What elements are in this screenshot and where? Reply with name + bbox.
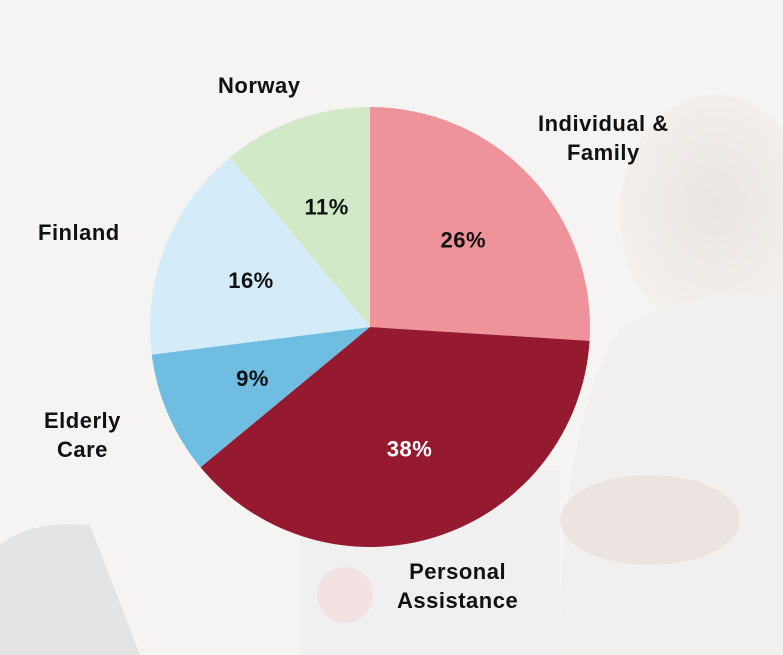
pie-slice-elderly-care xyxy=(151,327,370,468)
pie-value-label-individual-family: 26% xyxy=(441,227,487,252)
label-individual-line1: Individual & xyxy=(538,111,669,136)
label-personal-assistance: Personal Assistance xyxy=(397,557,518,615)
label-individual-family: Individual & Family xyxy=(538,109,669,167)
pie-value-label-elderly-care: 9% xyxy=(236,366,269,391)
pie-slice-norway xyxy=(229,107,370,327)
person-hand xyxy=(560,475,740,565)
laptop-logo xyxy=(317,567,373,623)
pie-value-labels: 26% 38% 9% 16% 11% xyxy=(228,195,487,462)
label-personal-line2: Assistance xyxy=(397,588,519,613)
label-elderly-line2: Care xyxy=(56,437,108,462)
chair-shape xyxy=(0,524,140,655)
pie-value-label-finland: 16% xyxy=(228,268,274,293)
label-elderly-line1: Elderly xyxy=(44,408,121,433)
pie-slice-personal-assistance xyxy=(200,327,590,547)
pie-value-label-norway: 11% xyxy=(304,195,348,220)
label-norway: Norway xyxy=(218,71,300,100)
label-finland-text: Finland xyxy=(38,220,120,245)
pie-slice-individual-family xyxy=(370,107,590,341)
label-personal-line1: Personal xyxy=(409,559,507,584)
pie-value-label-personal-assistance: 38% xyxy=(387,437,433,462)
person-body xyxy=(560,294,783,655)
label-finland: Finland xyxy=(38,218,120,247)
label-norway-text: Norway xyxy=(218,73,301,98)
label-individual-line2: Family xyxy=(566,140,640,165)
pie-slice-finland xyxy=(150,157,370,355)
label-elderly-care: Elderly Care xyxy=(44,406,121,464)
person-head xyxy=(620,95,783,335)
pie-slices xyxy=(150,107,590,547)
